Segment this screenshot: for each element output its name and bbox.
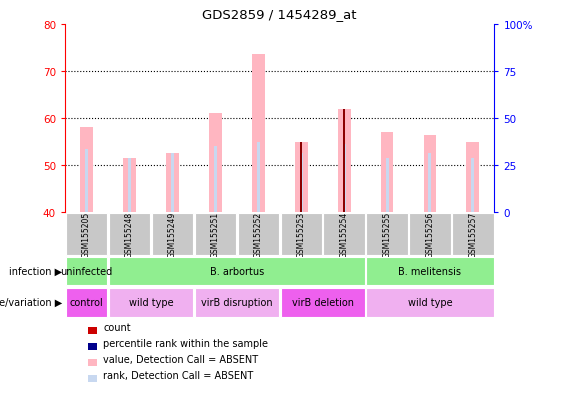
Bar [299, 154, 303, 213]
Bar [128, 159, 131, 213]
Bar [281, 214, 321, 255]
Text: GSM155253: GSM155253 [297, 211, 306, 257]
Text: virB deletion: virB deletion [292, 297, 354, 308]
Bar [385, 159, 389, 213]
Text: GSM155256: GSM155256 [425, 211, 434, 257]
Bar [257, 142, 260, 213]
Bar [381, 133, 393, 213]
Bar [109, 214, 150, 255]
Text: GSM155205: GSM155205 [82, 211, 91, 257]
Bar [123, 159, 136, 213]
Text: GSM155252: GSM155252 [254, 211, 263, 257]
Bar [152, 214, 193, 255]
Bar [238, 214, 279, 255]
Bar [428, 154, 432, 213]
Text: genotype/variation ▶: genotype/variation ▶ [0, 297, 62, 308]
Bar [252, 55, 264, 213]
Bar [195, 288, 279, 317]
Bar [324, 214, 364, 255]
Text: GSM155257: GSM155257 [468, 211, 477, 257]
Text: GSM155255: GSM155255 [383, 211, 392, 257]
Bar [66, 257, 107, 286]
Bar [85, 149, 88, 213]
Text: percentile rank within the sample: percentile rank within the sample [103, 338, 268, 348]
Text: uninfected: uninfected [60, 266, 112, 277]
Text: GSM155248: GSM155248 [125, 211, 134, 257]
Bar [166, 154, 179, 213]
Bar [338, 109, 350, 213]
Text: control: control [69, 297, 103, 308]
Bar [410, 214, 450, 255]
Text: B. melitensis: B. melitensis [398, 266, 462, 277]
Bar [109, 257, 364, 286]
Bar [214, 147, 217, 213]
Bar [300, 142, 302, 213]
Text: rank, Detection Call = ABSENT: rank, Detection Call = ABSENT [103, 370, 254, 380]
Text: GSM155251: GSM155251 [211, 211, 220, 257]
Bar [80, 128, 93, 213]
Text: wild type: wild type [408, 297, 452, 308]
Text: GSM155249: GSM155249 [168, 211, 177, 257]
Bar [471, 159, 475, 213]
Bar [171, 154, 174, 213]
Bar [195, 214, 236, 255]
Text: infection ▶: infection ▶ [9, 266, 62, 277]
Bar [367, 288, 493, 317]
Bar [209, 114, 221, 213]
Bar [66, 288, 107, 317]
Bar [467, 142, 479, 213]
Bar [66, 214, 107, 255]
Bar [109, 288, 193, 317]
Text: value, Detection Call = ABSENT: value, Detection Call = ABSENT [103, 354, 259, 364]
Bar [281, 288, 364, 317]
Text: wild type: wild type [129, 297, 173, 308]
Text: virB disruption: virB disruption [201, 297, 272, 308]
Bar [424, 135, 436, 213]
Bar [453, 214, 493, 255]
Text: B. arbortus: B. arbortus [210, 266, 264, 277]
Bar [342, 145, 346, 213]
Text: count: count [103, 323, 131, 332]
Bar [295, 142, 307, 213]
Bar [367, 257, 493, 286]
Text: GSM155254: GSM155254 [340, 211, 349, 257]
Title: GDS2859 / 1454289_at: GDS2859 / 1454289_at [202, 8, 357, 21]
Bar [343, 109, 345, 213]
Bar [367, 214, 407, 255]
